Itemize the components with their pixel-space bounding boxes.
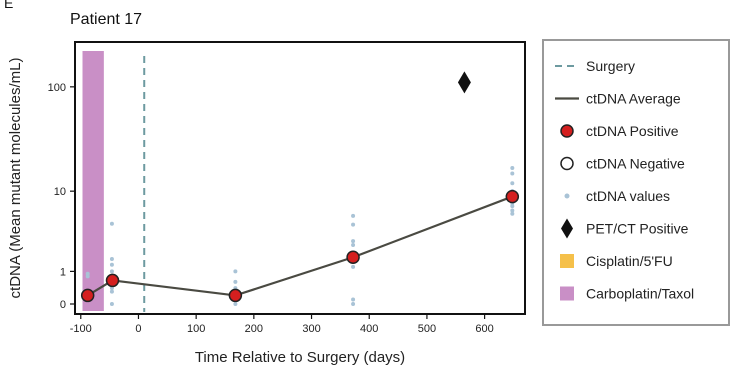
legend-symbol-carboplatin [560,286,574,301]
ctdna-positive-layer [80,189,520,303]
x-tick-label: 300 [302,323,320,335]
treatment-bands [82,51,104,311]
x-tick-label: 400 [360,323,378,335]
legend-label-positive: ctDNA Positive [586,123,679,139]
y-tick-label: 10 [54,186,66,198]
legend: Surgery ctDNA Average ctDNA Positive ctDNA … [555,58,694,302]
ctdna-value-point [351,243,356,248]
legend-label-negative: ctDNA Negative [586,156,685,172]
plot-frame [74,41,526,315]
treatment-band-carboplatin [82,51,104,311]
legend-symbol-values [564,193,570,199]
ctdna-value-point [233,302,238,306]
x-tick-label: 0 [135,323,141,335]
ctdna-average-layer [87,195,513,297]
pet-ct-positive-marker [457,71,471,94]
ctdna-value-point [233,279,238,284]
ctdna-value-point [109,302,114,306]
ctdna-value-point [510,204,515,209]
ctdna-value-point [510,171,515,176]
ctdna-positive-point [505,189,520,204]
panel-letter: E [4,0,13,11]
ctdna-value-point [510,181,515,186]
legend-label-pet: PET/CT Positive [586,221,689,237]
x-axis-title: Time Relative to Surgery (days) [195,349,405,366]
x-tick-label: 200 [245,323,263,335]
ctdna-value-point [109,289,114,294]
y-tick-label: 0 [60,299,66,311]
legend-symbol-cisplatin [560,254,574,268]
y-tick-label: 100 [48,82,66,94]
legend-label-surgery: Surgery [586,58,635,74]
ctdna-value-point [351,264,356,269]
legend-label-carboplatin: Carboplatin/Taxol [586,286,694,302]
legend-symbol-pet [561,218,573,239]
legend-label-average: ctDNA Average [586,91,681,107]
ctdna-value-point [351,302,356,306]
legend-box [542,39,730,326]
ctdna-value-point [109,269,114,274]
x-tick-label: 500 [418,323,436,335]
y-axis: 0 1 10 100 [48,82,75,311]
ctdna-value-point [351,297,356,302]
ctdna-average-line [87,195,513,297]
ctdna-value-point [351,213,356,218]
legend-label-cisplatin: Cisplatin/5'FU [586,253,673,269]
legend-label-values: ctDNA values [586,188,670,204]
y-tick-label: 1 [60,266,66,278]
ctdna-value-point [351,239,356,244]
ctdna-value-point [510,208,515,213]
ctdna-positive-point [80,288,95,303]
ctdna-positive-point [346,250,360,265]
ctdna-value-point [109,221,114,226]
legend-symbol-negative [560,156,574,171]
x-tick-label: -100 [70,323,92,335]
legend-symbol-positive [560,124,574,138]
ctdna-positive-point [228,288,243,303]
ctdna-value-point [233,269,238,274]
ctdna-value-point [510,165,515,170]
x-tick-label: 600 [475,323,493,335]
ctdna-value-point [109,262,114,267]
ctdna-value-point [85,271,90,276]
y-axis-title: ctDNA (Mean mutant molecules/mL) [7,58,24,299]
ctdna-value-point [351,222,356,227]
ctdna-value-point [510,211,515,216]
x-axis: -100 0 100 200 300 400 500 600 [70,314,494,335]
ctdna-value-point [109,257,114,262]
chart-title: Patient 17 [70,11,142,28]
ctdna-positive-point [105,273,120,288]
x-tick-label: 100 [187,323,205,335]
pet-ct-layer [457,71,471,94]
